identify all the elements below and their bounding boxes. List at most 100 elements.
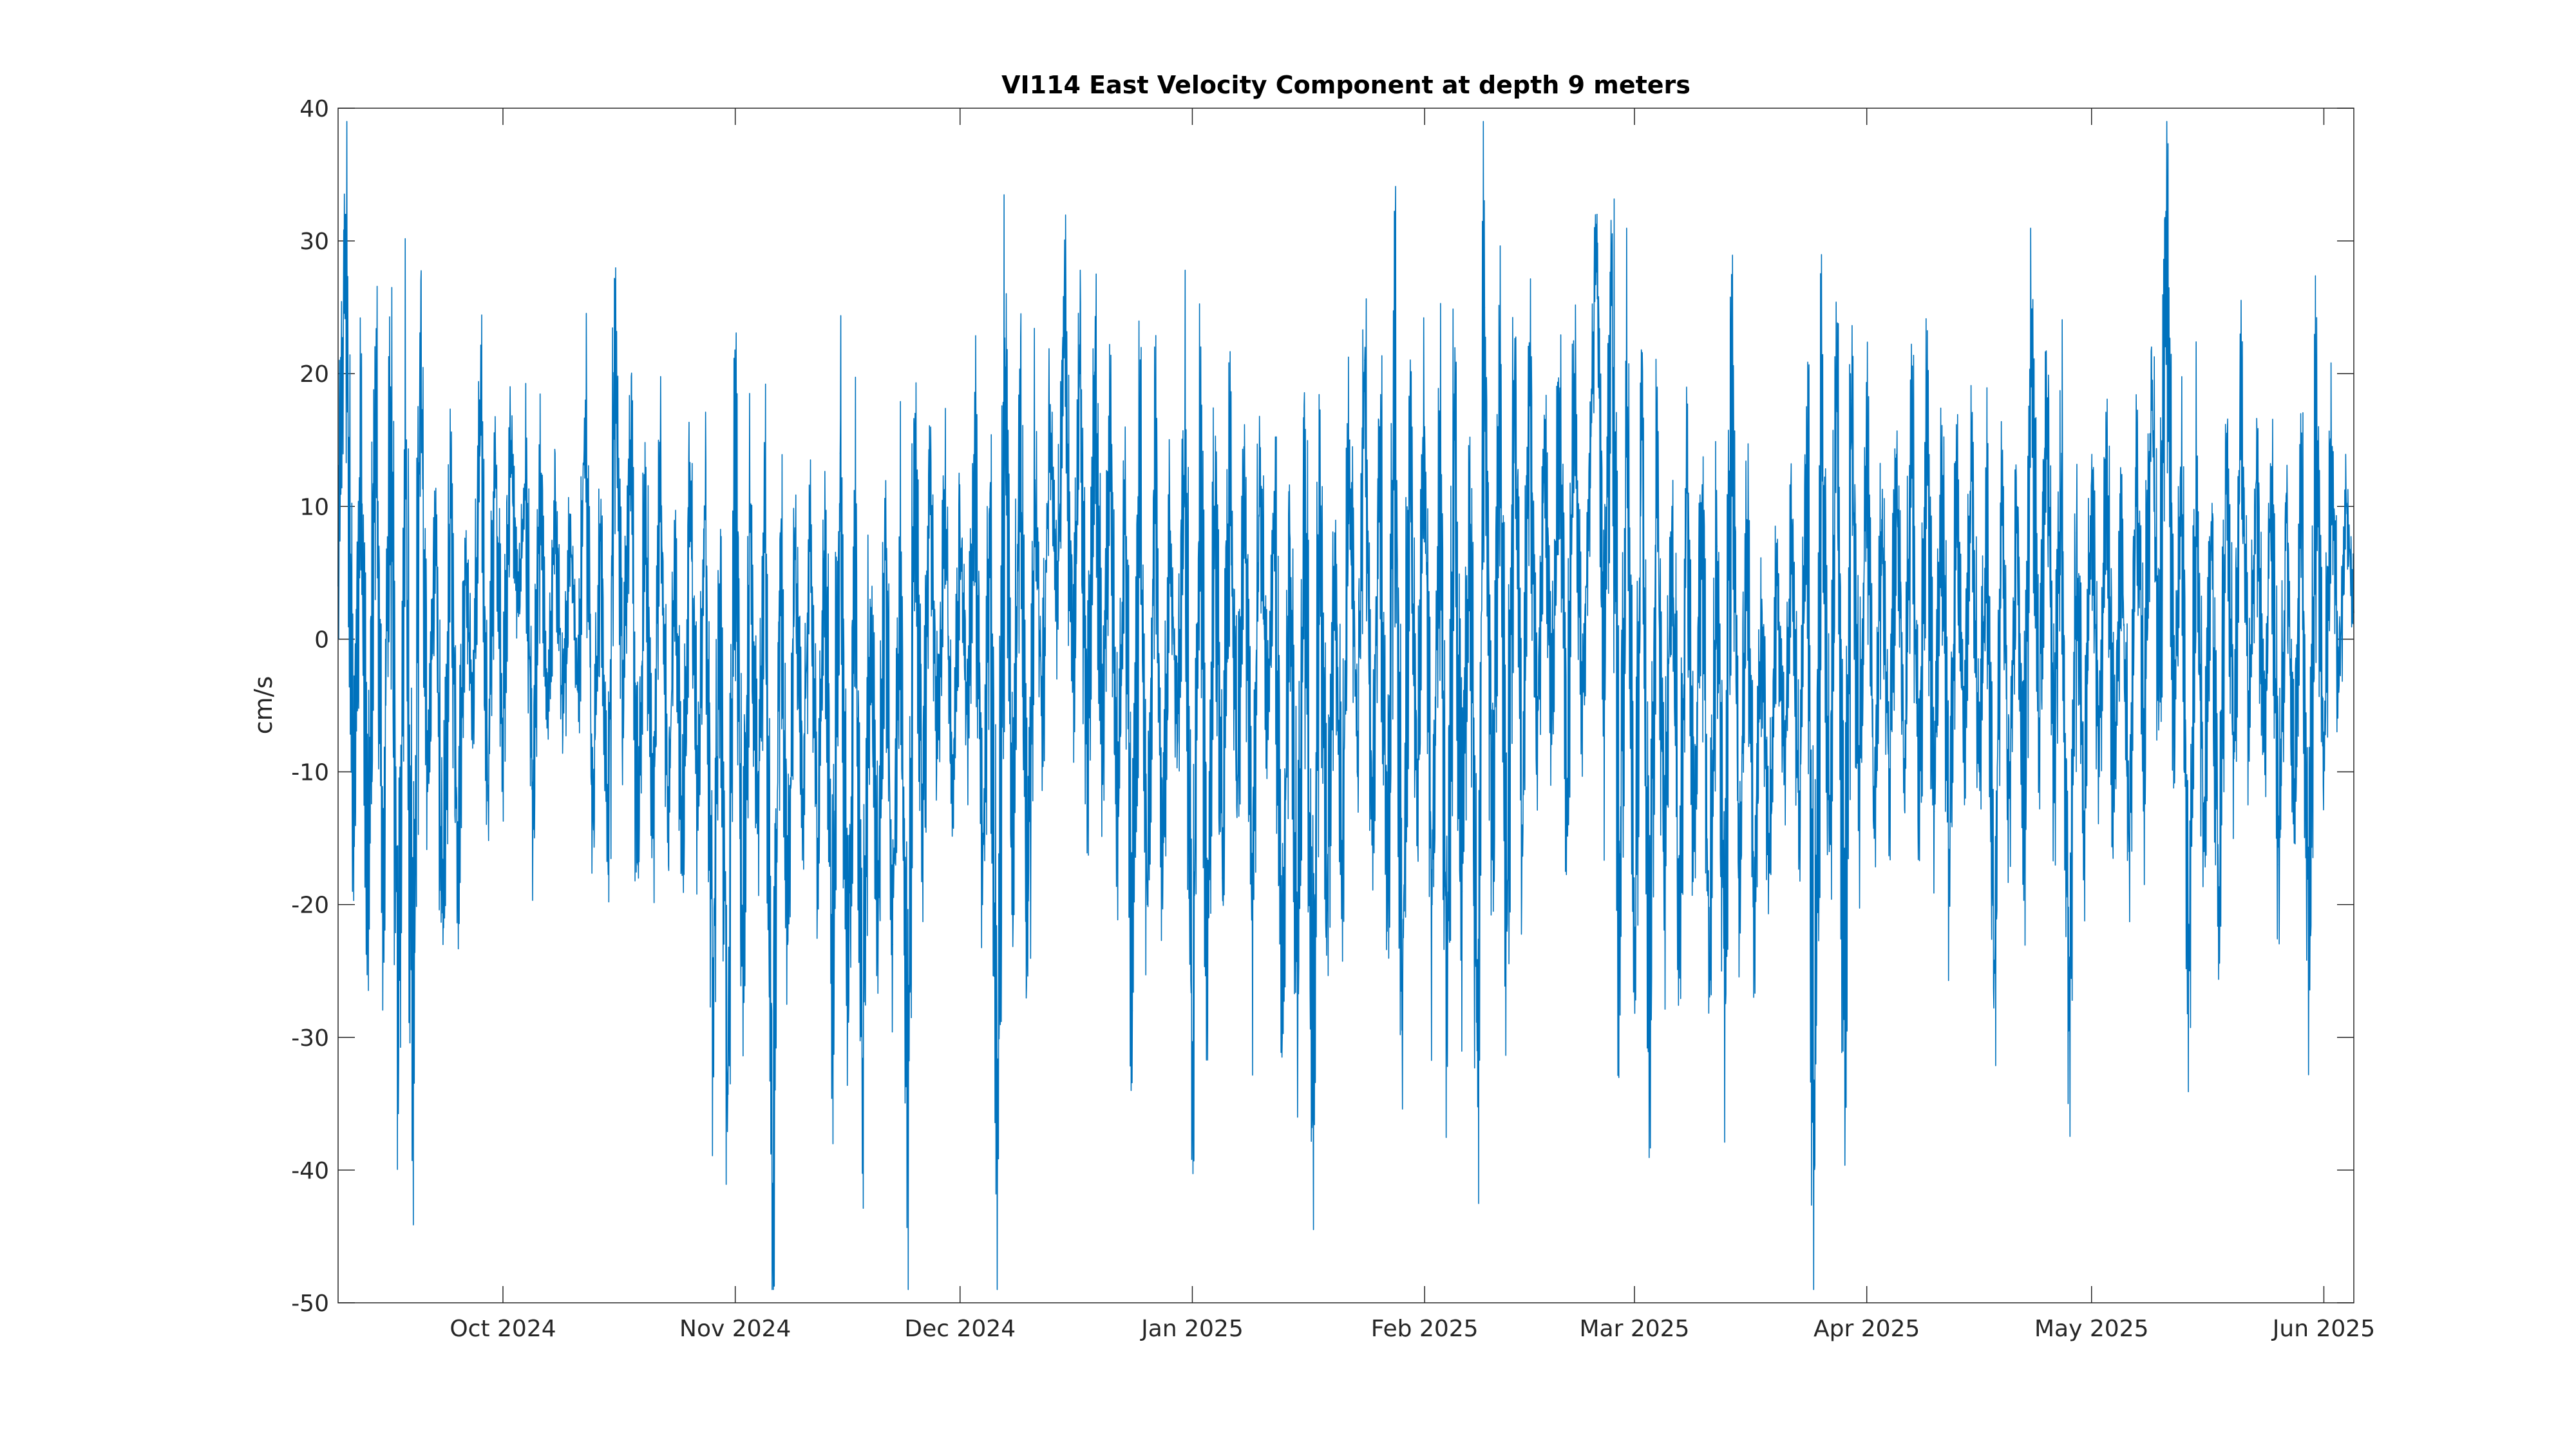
data-point xyxy=(450,506,451,507)
data-point xyxy=(1649,997,1651,998)
data-point xyxy=(2255,479,2257,481)
data-point xyxy=(1461,891,1463,892)
y-tick-label: 40 xyxy=(299,96,329,122)
data-point xyxy=(562,731,564,733)
data-point xyxy=(1446,1010,1448,1012)
data-point xyxy=(1663,877,1665,879)
data-point xyxy=(899,585,901,587)
data-point xyxy=(1768,864,1770,866)
data-point xyxy=(1926,439,1927,441)
data-point xyxy=(1678,930,1680,932)
data-point xyxy=(2315,413,2317,414)
data-point xyxy=(2263,744,2265,746)
x-tick-label: Feb 2025 xyxy=(1371,1316,1479,1342)
data-point xyxy=(1289,532,1291,534)
data-point xyxy=(1439,466,1441,468)
data-point xyxy=(412,1090,414,1092)
data-point xyxy=(1903,758,1905,759)
data-point xyxy=(1881,519,1882,520)
data-point xyxy=(1716,545,1718,547)
data-point xyxy=(1933,811,1935,813)
y-tick-label: 30 xyxy=(299,229,329,255)
data-point xyxy=(1536,744,1538,746)
data-point xyxy=(907,1103,909,1104)
data-point xyxy=(352,824,354,826)
data-point xyxy=(1761,598,1763,600)
data-point xyxy=(2016,532,2018,534)
data-point xyxy=(914,413,916,414)
data-point xyxy=(1401,1023,1403,1025)
data-point xyxy=(1027,957,1028,959)
data-point xyxy=(682,851,684,853)
data-point xyxy=(892,943,893,945)
data-point xyxy=(1424,426,1426,428)
data-point xyxy=(1604,678,1605,680)
data-point xyxy=(495,452,497,454)
data-point xyxy=(1296,970,1298,972)
data-point xyxy=(1101,744,1103,746)
data-point xyxy=(509,439,511,441)
data-point xyxy=(667,824,668,826)
data-point xyxy=(645,506,646,507)
y-tick-label: 20 xyxy=(299,361,329,388)
data-point xyxy=(974,452,976,454)
data-point xyxy=(2068,1023,2070,1025)
data-point xyxy=(1985,519,1987,520)
data-point xyxy=(1109,439,1111,441)
data-point xyxy=(1341,864,1343,866)
data-point xyxy=(420,359,421,361)
data-point xyxy=(2323,758,2325,759)
data-point xyxy=(1641,439,1643,441)
data-point xyxy=(2031,346,2032,348)
data-point xyxy=(2158,705,2160,706)
data-point xyxy=(876,904,878,905)
data-point xyxy=(1004,386,1006,388)
data-point xyxy=(787,943,789,945)
data-point xyxy=(1169,545,1171,547)
chart-title: VI114 East Velocity Component at depth 9… xyxy=(1001,71,1690,99)
data-point xyxy=(1416,797,1418,799)
data-point xyxy=(1454,439,1455,441)
axes-box xyxy=(337,108,2354,1303)
data-point xyxy=(1783,771,1785,773)
data-point xyxy=(1828,851,1830,853)
data-point xyxy=(1911,426,1913,428)
data-point xyxy=(427,771,429,773)
data-point xyxy=(2008,797,2010,799)
data-point xyxy=(1387,930,1388,932)
data-point xyxy=(2308,943,2310,945)
data-point xyxy=(922,837,923,839)
data-point xyxy=(952,797,954,799)
data-point xyxy=(1821,413,1823,414)
data-point xyxy=(1544,439,1546,441)
data-point xyxy=(404,452,406,454)
data-point xyxy=(382,904,384,905)
data-point xyxy=(1551,718,1553,720)
data-point xyxy=(1709,970,1710,972)
plot-area: -50 -40 -30 -20 -10 0 10 20 30 40 Oct 2024 Nov 2024… xyxy=(291,96,2375,1342)
data-point xyxy=(1431,904,1433,905)
y-axis-label: cm/s xyxy=(249,676,278,735)
data-point xyxy=(1274,506,1276,507)
data-point xyxy=(1319,506,1321,507)
data-point xyxy=(1184,439,1186,441)
data-point xyxy=(1791,519,1793,520)
data-point xyxy=(810,545,811,547)
y-tick-label: -10 xyxy=(291,760,329,786)
data-point xyxy=(1214,506,1216,507)
data-point xyxy=(1259,452,1261,454)
data-point xyxy=(2173,718,2175,720)
data-point xyxy=(1799,824,1800,826)
data-point xyxy=(652,837,654,839)
data-point xyxy=(2150,346,2152,348)
data-point xyxy=(1686,492,1688,494)
data-point xyxy=(689,492,691,494)
y-tick-label: -30 xyxy=(291,1025,329,1052)
data-point xyxy=(1558,399,1560,401)
x-tick-label: Jun 2025 xyxy=(2271,1316,2375,1342)
data-point xyxy=(547,718,549,720)
data-point xyxy=(1618,930,1620,932)
data-point xyxy=(554,506,556,507)
data-point xyxy=(2113,797,2115,799)
data-point xyxy=(1057,612,1058,614)
